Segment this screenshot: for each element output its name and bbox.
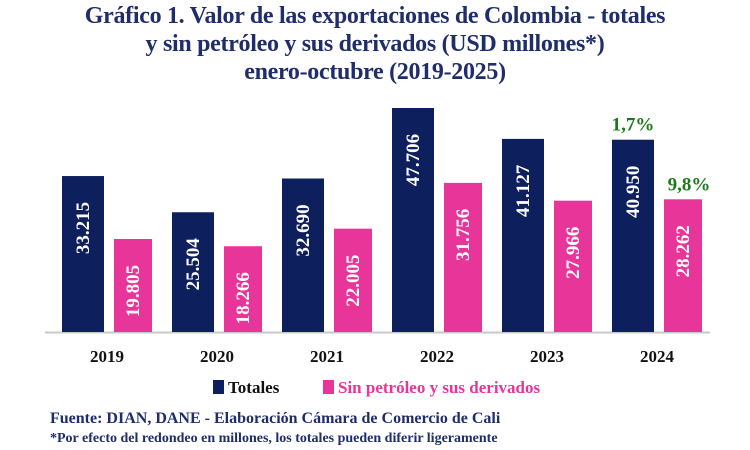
data-label-2023: 27.966: [563, 227, 584, 279]
data-label-2019: 19.805: [123, 265, 144, 317]
growth-annotation: 1,7%: [612, 115, 655, 136]
bar-sin-petroleo-2021: [334, 228, 372, 332]
data-label-2021: 32.690: [293, 204, 314, 256]
bar-totales-2024: [612, 139, 654, 332]
x-tick-label-2019: 2019: [90, 347, 124, 366]
data-label-2019: 33.215: [73, 202, 94, 254]
bar-totales-2019: [62, 176, 104, 332]
data-label-2022: 31.756: [453, 209, 474, 261]
growth-annotation: 9,8%: [668, 174, 711, 195]
data-label-2020: 25.504: [183, 238, 204, 291]
data-label-2024: 40.950: [623, 166, 644, 218]
legend-swatch-sin-petroleo: [323, 380, 334, 394]
bar-sin-petroleo-2022: [444, 182, 482, 332]
chart-title: Gráfico 1. Valor de las exportaciones de…: [0, 2, 750, 86]
bar-totales-2020: [172, 212, 214, 332]
x-tick-label-2024: 2024: [640, 347, 675, 366]
x-tick-label-2022: 2022: [420, 347, 454, 366]
bar-totales-2021: [282, 178, 324, 332]
data-label-2021: 22.005: [343, 255, 364, 307]
x-tick-label-2020: 2020: [200, 347, 234, 366]
legend-label-sin-petroleo: Sin petróleo y sus derivados: [338, 378, 541, 397]
bar-totales-2023: [502, 138, 544, 332]
data-label-2024: 28.262: [673, 225, 694, 277]
x-tick-label-2023: 2023: [530, 347, 564, 366]
bar-sin-petroleo-2024: [664, 199, 702, 332]
bar-sin-petroleo-2023: [554, 200, 592, 332]
title-line-1: Gráfico 1. Valor de las exportaciones de…: [84, 3, 666, 29]
bar-totales-2022: [392, 108, 434, 332]
source-note: Fuente: DIAN, DANE - Elaboración Cámara …: [50, 410, 501, 427]
legend-swatch-totales: [213, 380, 224, 394]
bar-sin-petroleo-2020: [224, 246, 262, 332]
legend-label-totales: Totales: [228, 378, 280, 397]
x-tick-label-2021: 2021: [310, 347, 344, 366]
data-label-2022: 47.706: [403, 134, 424, 186]
data-label-2023: 41.127: [513, 164, 534, 217]
bar-sin-petroleo-2019: [114, 239, 152, 332]
title-line-2: y sin petróleo y sus derivados (USD mill…: [145, 31, 605, 57]
data-label-2020: 18.266: [233, 272, 254, 324]
title-line-3: enero-octubre (2019-2025): [244, 59, 506, 85]
rounding-note: *Por efecto del redondeo en millones, lo…: [50, 431, 498, 446]
